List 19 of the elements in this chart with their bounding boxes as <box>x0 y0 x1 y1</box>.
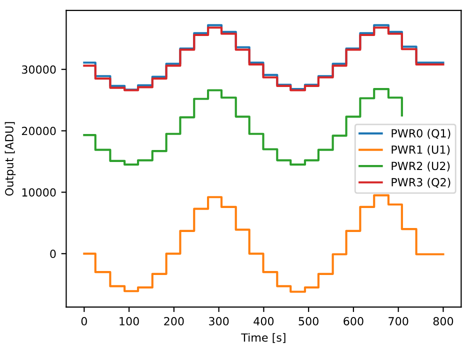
legend-label: PWR2 (U2) <box>392 162 450 172</box>
x-axis-title: Time [s] <box>241 333 286 344</box>
legend-label: PWR3 (Q2) <box>392 178 450 188</box>
y-tick-label: 0 <box>50 250 56 258</box>
legend-label: PWR0 (Q1) <box>392 128 450 139</box>
x-tick-label: 0 <box>81 317 87 326</box>
x-tick-label: 800 <box>433 317 454 326</box>
y-axis-title: Output [ADU] <box>4 122 16 196</box>
x-tick-label: 200 <box>164 317 184 326</box>
x-tick-label: 100 <box>120 317 139 326</box>
x-tick-label: 700 <box>388 317 408 326</box>
x-tick-label: 600 <box>344 317 364 326</box>
legend-label: PWR1 (U1) <box>392 145 450 156</box>
x-tick-label: 400 <box>254 317 274 326</box>
y-tick-label: 10000 <box>22 188 56 197</box>
x-tick-label: 500 <box>298 317 318 326</box>
x-tick-label: 300 <box>209 317 229 326</box>
y-tick-label: 30000 <box>22 65 56 74</box>
y-tick-label: 20000 <box>22 126 56 136</box>
